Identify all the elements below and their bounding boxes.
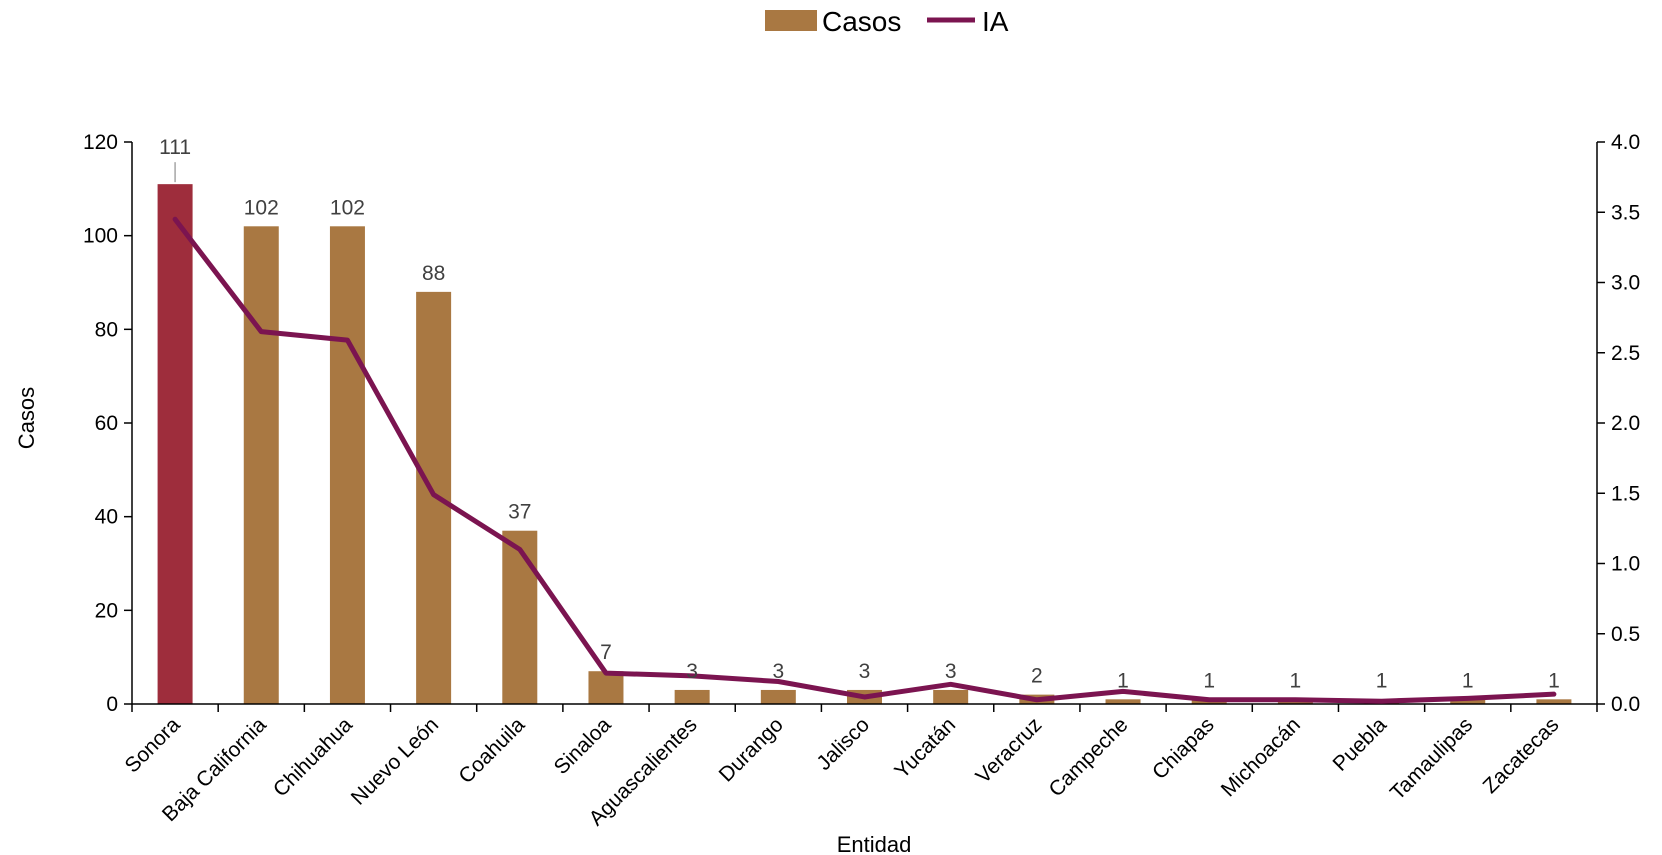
y-right-tick-label: 0.0 <box>1611 693 1640 716</box>
bar-6 <box>588 671 624 704</box>
x-tick-label: Nuevo León <box>347 713 443 809</box>
bar-data-label: 7 <box>600 641 612 664</box>
bar-4 <box>416 291 452 704</box>
x-tick-label: Zacatecas <box>1479 713 1564 798</box>
ia-point-1 <box>174 218 176 220</box>
ia-point-7 <box>691 675 693 677</box>
bar-data-label: 1 <box>1117 669 1129 692</box>
y-axis-title: Casos <box>14 387 39 449</box>
ia-point-10 <box>950 683 952 685</box>
bar-data-label: 1 <box>1376 669 1388 692</box>
bar-16 <box>1450 699 1486 704</box>
bar-10 <box>933 689 969 704</box>
legend: Casos IA <box>765 6 1009 37</box>
ia-point-3 <box>346 339 348 341</box>
bar-data-label: 2 <box>1031 665 1043 688</box>
bar-data-label: 3 <box>859 660 871 683</box>
legend-label-casos: Casos <box>822 6 901 37</box>
bar-data-label: 102 <box>244 196 279 219</box>
bar-data-label: 111 <box>159 136 191 159</box>
x-tick-label: Sonora <box>120 713 184 777</box>
bar-5 <box>502 530 538 704</box>
bar-8 <box>760 689 796 704</box>
y-left-tick-label: 20 <box>95 599 118 622</box>
y-left-tick-label: 80 <box>95 318 118 341</box>
x-tick-label: Michoacán <box>1217 713 1305 801</box>
ia-point-16 <box>1467 697 1469 699</box>
ia-point-6 <box>605 672 607 674</box>
bar-1 <box>157 184 193 704</box>
ia-point-11 <box>1036 699 1038 701</box>
legend-label-ia: IA <box>982 6 1009 37</box>
ia-line <box>172 216 1557 704</box>
ia-point-14 <box>1294 699 1296 701</box>
y-left-tick-label: 60 <box>95 412 118 435</box>
bar-data-label: 1 <box>1203 669 1215 692</box>
plot-area: 0 20 40 60 80 100 120 0.0 0.5 1.0 1.5 2.0 2.5 3.0 3.5 4… <box>83 131 1640 830</box>
x-tick-label: Veracruz <box>972 713 1047 788</box>
bar-data-label: 3 <box>772 660 784 683</box>
ia-point-8 <box>777 681 779 683</box>
ia-point-4 <box>433 494 435 496</box>
bar-data-label: 1 <box>1462 669 1474 692</box>
x-tick-label: Jalisco <box>812 713 874 775</box>
bar-data-label: 1 <box>1290 669 1302 692</box>
x-tick-label: Puebla <box>1329 713 1392 776</box>
ia-point-15 <box>1381 700 1383 702</box>
ia-point-17 <box>1553 693 1555 695</box>
ia-point-13 <box>1208 699 1210 701</box>
y-right-tick-label: 3.0 <box>1611 272 1640 295</box>
y-left-tick-label: 120 <box>83 131 118 154</box>
x-tick-label: Durango <box>715 713 788 786</box>
y-left-tick-label: 0 <box>106 693 118 716</box>
ia-point-12 <box>1122 690 1124 692</box>
bar-2 <box>243 226 279 705</box>
bar-12 <box>1105 699 1141 704</box>
bar-7 <box>674 689 710 704</box>
x-tick-label: Yucatán <box>890 713 960 783</box>
y-left-tick-label: 100 <box>83 225 118 248</box>
y-right-tick-label: 1.0 <box>1611 553 1640 576</box>
bar-data-label: 3 <box>945 660 957 683</box>
x-tick-label: Sinaloa <box>550 713 616 779</box>
y-right-tick-label: 4.0 <box>1611 131 1640 154</box>
ia-point-2 <box>260 331 262 333</box>
x-tick-label: Campeche <box>1044 713 1132 801</box>
y-right-tick-label: 2.5 <box>1611 342 1640 365</box>
bar-data-label: 1 <box>1548 669 1560 692</box>
bar-data-label: 102 <box>330 196 365 219</box>
bar-data-label: 88 <box>422 262 445 285</box>
x-tick-label: Chihuahua <box>269 713 357 801</box>
y-left-tick-label: 40 <box>95 506 118 529</box>
y-right-tick-label: 1.5 <box>1611 482 1640 505</box>
y-right-tick-label: 3.5 <box>1611 201 1640 224</box>
legend-swatch-casos <box>765 10 817 31</box>
ia-point-5 <box>519 548 521 550</box>
x-tick-label: Tamaulipas <box>1386 713 1477 804</box>
y-right-tick-label: 0.5 <box>1611 623 1640 646</box>
x-tick-label: Chiapas <box>1148 713 1219 784</box>
x-tick-label: Coahuila <box>454 713 529 788</box>
bar-data-label: 37 <box>508 501 531 524</box>
bar-3 <box>329 226 365 705</box>
bar-17 <box>1536 699 1572 704</box>
x-axis-title: Entidad <box>837 832 912 855</box>
ia-point-9 <box>864 696 865 698</box>
bar-data-label: 3 <box>686 660 698 683</box>
y-right-tick-label: 2.0 <box>1611 412 1640 435</box>
